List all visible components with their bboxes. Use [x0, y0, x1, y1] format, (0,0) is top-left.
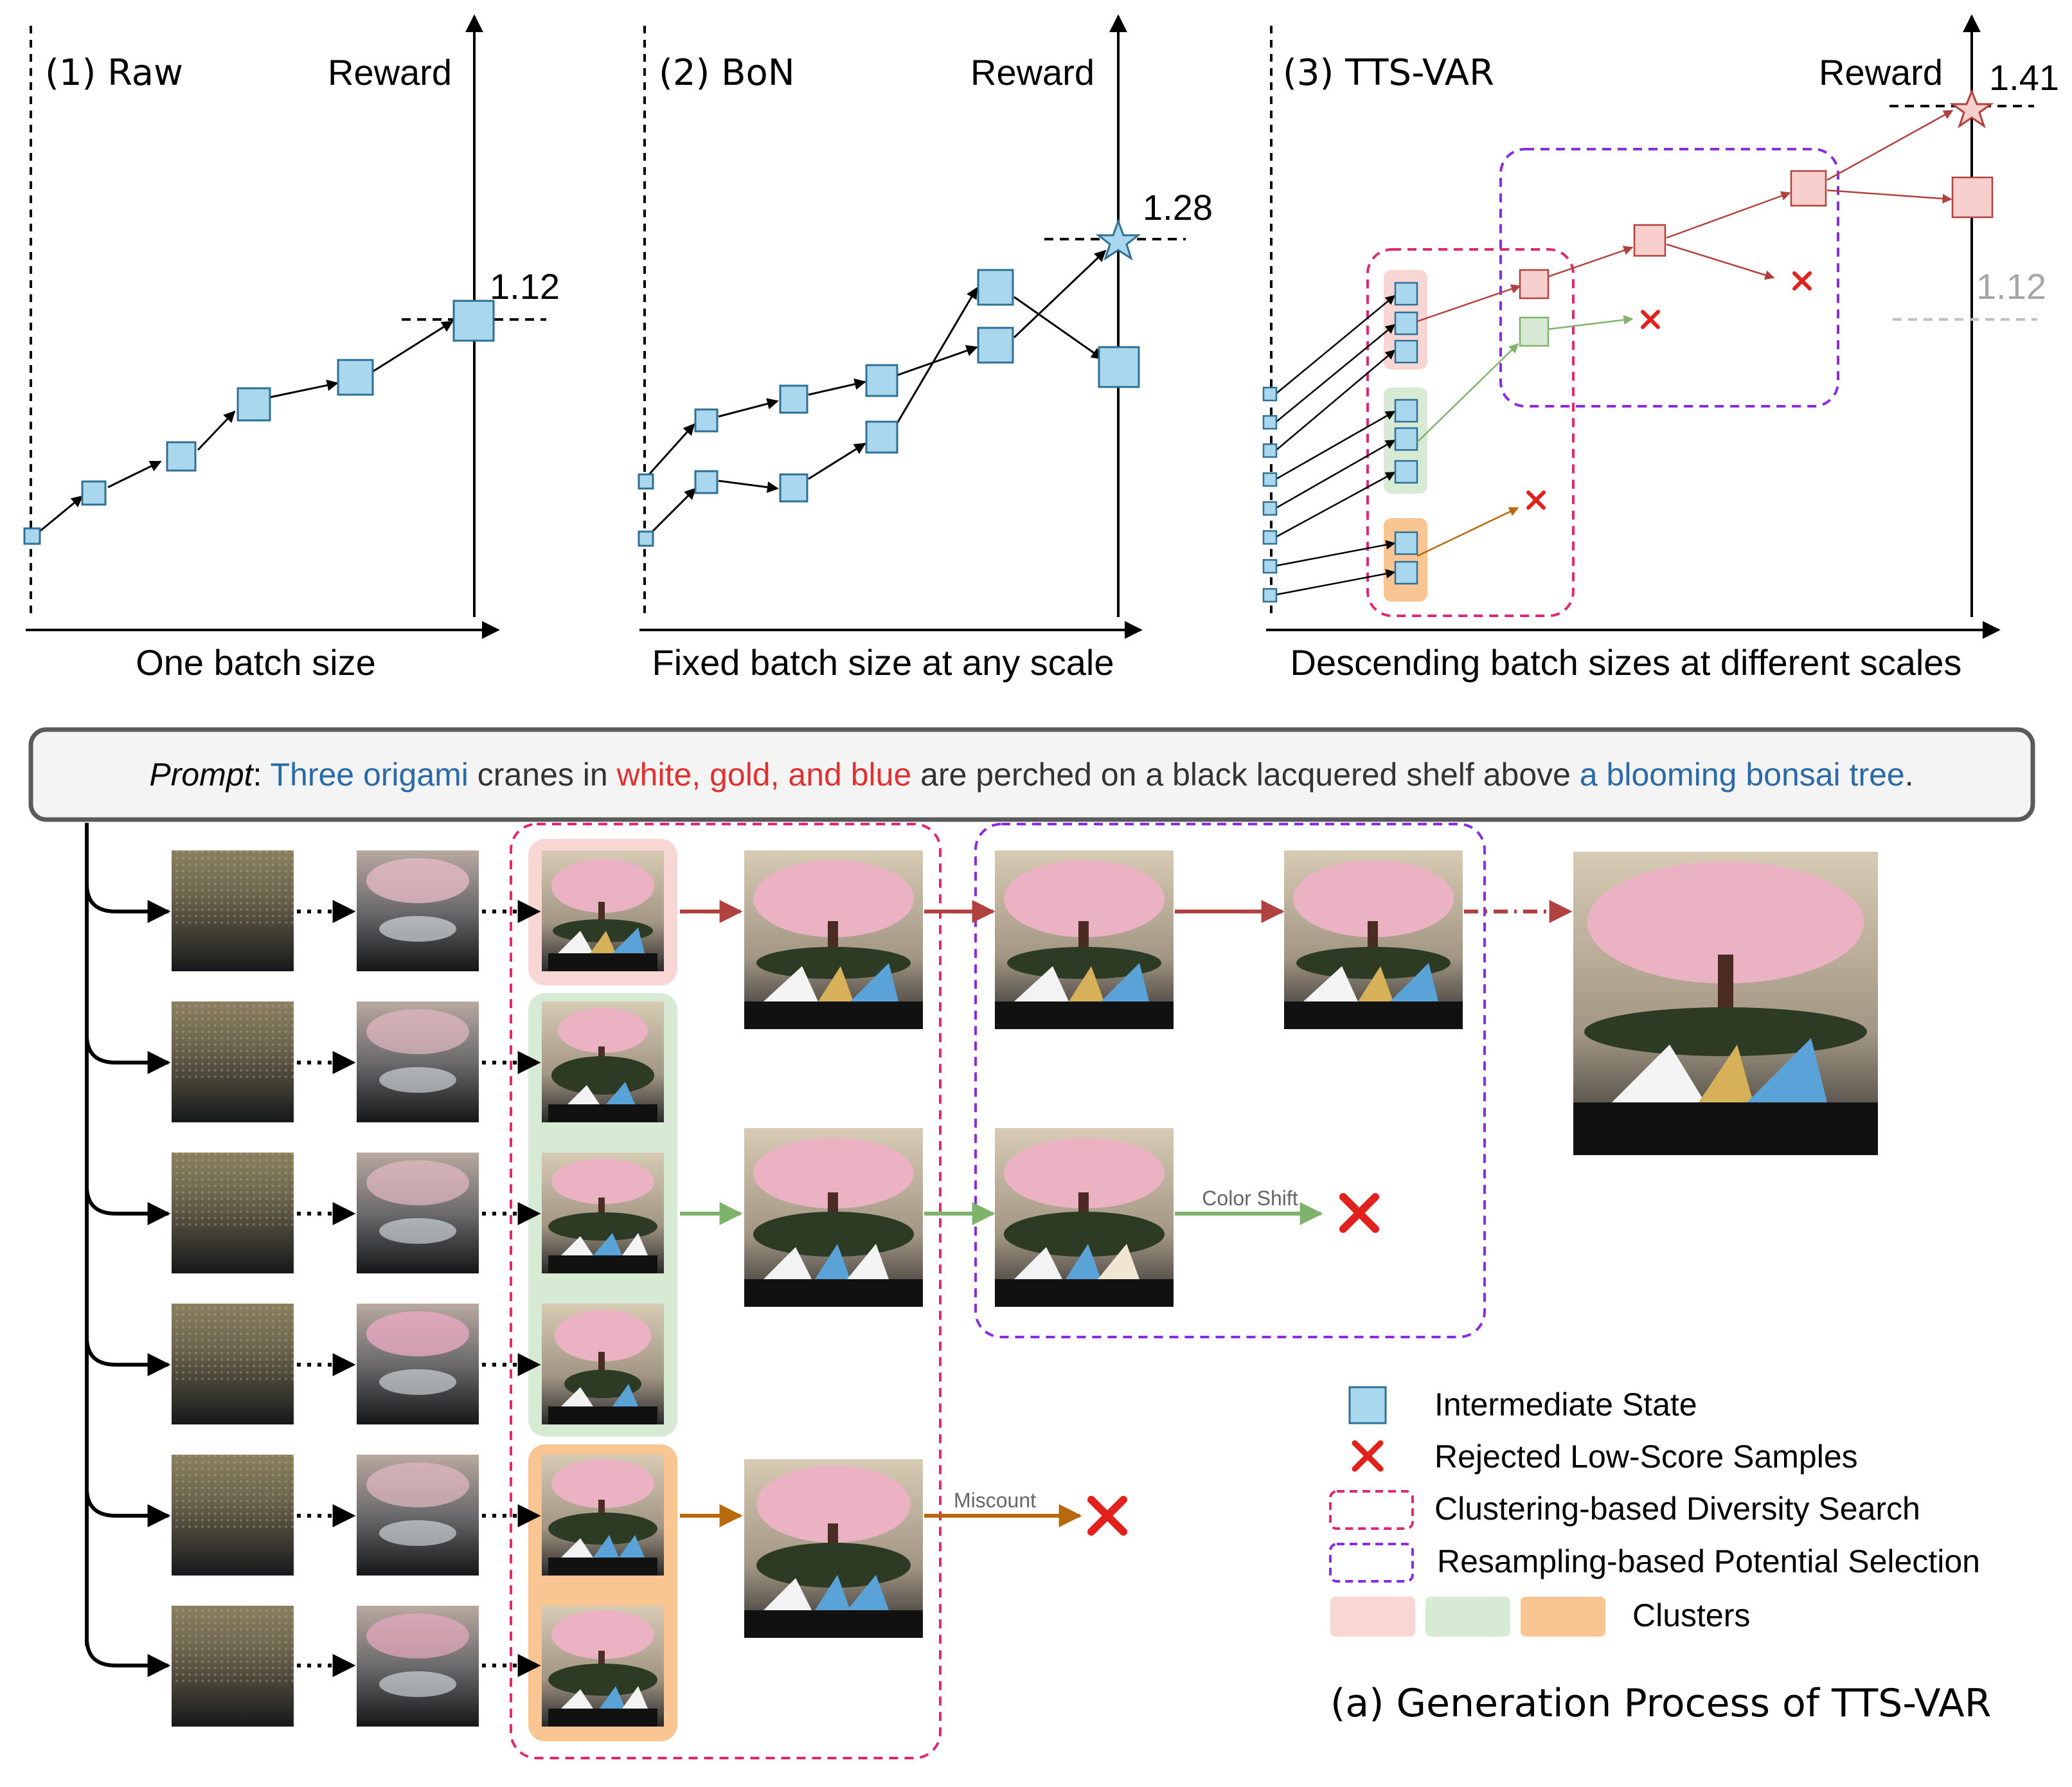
diversity-search-region [1366, 248, 1575, 617]
legend-label: Intermediate State [1434, 1387, 1697, 1423]
bonsai-images-selection [995, 850, 1463, 1307]
legend: Intermediate State Rejected Low-Score Sa… [1329, 1386, 1980, 1637]
prompt-label: Prompt [149, 757, 254, 793]
diversity-search-region [510, 823, 942, 1759]
legend-label: Clustering-based Diversity Search [1434, 1491, 1920, 1527]
orange-cluster-swatch [1521, 1597, 1605, 1637]
potential-selection-region [974, 823, 1486, 1338]
intermediate-state [166, 441, 197, 472]
raw-path-arrows [38, 320, 454, 534]
potential-selection-region [1499, 148, 1839, 408]
prompt-box [28, 727, 2035, 822]
panel-title: (1) Raw [45, 52, 183, 94]
panel-bon: (2) BoN Reward 1.28 Fixed batch size at … [638, 14, 1213, 683]
legend-label: Resampling-based Potential Selection [1437, 1543, 1980, 1579]
prompt-text: Prompt: Three origami cranes in white, g… [149, 757, 1913, 793]
rejected-x-icon [1526, 271, 1812, 510]
x-axis-label: Descending batch sizes at different scal… [1291, 642, 1962, 683]
final-output-image [1573, 852, 1878, 1155]
baseline-value: 1.12 [1976, 266, 2046, 307]
intermediate-state [337, 359, 374, 396]
green-cluster-swatch [1425, 1597, 1510, 1637]
noise-thumbnails [172, 850, 294, 1727]
intermediate-state-square [1348, 1386, 1387, 1424]
x-axis-label: One batch size [136, 642, 376, 683]
rejected-x-icon [1087, 1193, 1379, 1536]
color-shift-label: Color Shift [1202, 1187, 1298, 1210]
reward-value: 1.12 [490, 266, 560, 307]
intermediate-state [237, 387, 271, 422]
pink-cluster-swatch [1330, 1597, 1415, 1637]
best-sample-star [1949, 88, 1994, 129]
legend-label: Rejected Low-Score Samples [1434, 1439, 1858, 1475]
final-state [452, 300, 495, 342]
raw-states [23, 300, 495, 545]
x-axis-label: Fixed batch size at any scale [652, 642, 1114, 683]
bon-states [638, 269, 1140, 547]
intermediate-state [81, 480, 107, 506]
panel-raw: (1) Raw Reward 1.12 One batch size [23, 14, 560, 683]
reward-value: 1.41 [1989, 57, 2059, 98]
panel-title: (2) BoN [659, 52, 795, 94]
pink-dashed-box [1329, 1490, 1414, 1530]
best-sample-star [1095, 218, 1141, 261]
purple-dashed-box [1329, 1543, 1414, 1583]
branch-arrows [85, 883, 171, 1677]
figure-caption: (a) Generation Process of TTS-VAR [1330, 1681, 1991, 1726]
bonsai-thumbnails-small [542, 850, 664, 1727]
rejected-x-icon [1352, 1440, 1384, 1472]
reward-value: 1.28 [1143, 187, 1213, 228]
bonsai-images-medium [744, 850, 923, 1638]
reward-label: Reward [328, 52, 452, 93]
tts-var-initial-states [1262, 386, 1278, 603]
legend-label: Clusters [1632, 1597, 1750, 1633]
reward-label: Reward [1819, 52, 1943, 93]
blurry-thumbnails [357, 850, 479, 1727]
tts-var-input-arrows [1276, 295, 1396, 596]
generation-process: Color Shift Miscount [85, 823, 1878, 1759]
reward-label: Reward [970, 52, 1094, 93]
tts-var-cluster-states [1394, 282, 1418, 585]
intermediate-state [23, 527, 41, 545]
miscount-label: Miscount [954, 1489, 1036, 1512]
bon-path-arrows [648, 249, 1107, 536]
dotted-arrows [297, 900, 356, 1677]
panel-tts-var: (3) TTS-VAR Reward 1.41 1.12 Descending … [1262, 14, 2059, 683]
panel-title: (3) TTS-VAR [1283, 52, 1494, 94]
